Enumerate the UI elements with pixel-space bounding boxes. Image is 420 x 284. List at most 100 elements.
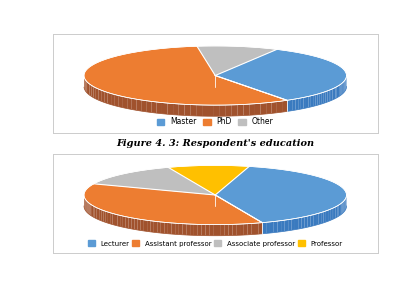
Polygon shape — [323, 211, 326, 223]
Polygon shape — [266, 102, 272, 114]
Polygon shape — [132, 98, 136, 110]
Polygon shape — [298, 98, 301, 110]
Polygon shape — [118, 215, 120, 227]
Polygon shape — [336, 206, 337, 218]
Polygon shape — [98, 208, 100, 220]
Polygon shape — [334, 87, 336, 99]
Polygon shape — [341, 202, 342, 214]
Polygon shape — [86, 200, 87, 212]
Polygon shape — [164, 222, 168, 234]
Polygon shape — [119, 96, 123, 108]
Polygon shape — [291, 219, 295, 230]
Polygon shape — [338, 85, 339, 97]
Polygon shape — [290, 99, 293, 111]
Polygon shape — [274, 221, 278, 233]
Polygon shape — [202, 105, 208, 116]
Polygon shape — [236, 224, 240, 235]
Polygon shape — [321, 212, 323, 224]
Polygon shape — [344, 200, 345, 212]
Polygon shape — [324, 91, 326, 103]
Polygon shape — [344, 80, 345, 92]
Polygon shape — [296, 99, 298, 110]
Polygon shape — [215, 49, 346, 100]
Polygon shape — [115, 214, 118, 226]
Polygon shape — [123, 97, 127, 108]
Polygon shape — [88, 83, 89, 95]
Polygon shape — [313, 214, 316, 226]
Polygon shape — [266, 222, 270, 233]
Polygon shape — [293, 99, 296, 110]
Polygon shape — [345, 79, 346, 91]
Polygon shape — [285, 220, 288, 231]
Polygon shape — [345, 199, 346, 211]
Polygon shape — [217, 225, 221, 236]
Polygon shape — [205, 225, 209, 236]
Polygon shape — [328, 90, 329, 102]
Polygon shape — [311, 95, 313, 107]
Polygon shape — [340, 84, 341, 96]
Polygon shape — [315, 94, 318, 106]
Polygon shape — [102, 210, 104, 222]
Polygon shape — [108, 212, 110, 224]
Polygon shape — [123, 216, 126, 228]
Polygon shape — [208, 105, 214, 116]
Text: Figure 4. 3: Respondent's education: Figure 4. 3: Respondent's education — [116, 139, 314, 148]
Polygon shape — [337, 205, 339, 217]
Polygon shape — [333, 88, 334, 100]
Polygon shape — [101, 90, 104, 103]
Polygon shape — [144, 220, 147, 231]
Polygon shape — [162, 103, 168, 114]
Polygon shape — [197, 46, 277, 76]
Polygon shape — [127, 97, 132, 109]
Polygon shape — [183, 224, 186, 235]
Polygon shape — [104, 211, 106, 222]
Polygon shape — [161, 222, 164, 233]
Polygon shape — [336, 87, 337, 99]
Polygon shape — [168, 223, 171, 234]
Polygon shape — [134, 218, 137, 230]
Polygon shape — [98, 89, 101, 101]
Polygon shape — [151, 101, 157, 113]
Polygon shape — [214, 105, 220, 116]
Polygon shape — [84, 46, 287, 105]
Polygon shape — [298, 217, 302, 229]
Polygon shape — [137, 219, 141, 231]
Polygon shape — [92, 205, 93, 217]
Polygon shape — [249, 104, 255, 115]
Polygon shape — [194, 224, 198, 235]
Polygon shape — [282, 100, 287, 112]
Polygon shape — [341, 83, 342, 95]
Polygon shape — [322, 92, 324, 104]
Polygon shape — [330, 208, 332, 220]
Polygon shape — [270, 222, 274, 233]
Polygon shape — [141, 100, 146, 112]
Polygon shape — [84, 184, 262, 225]
Polygon shape — [221, 225, 225, 236]
Polygon shape — [332, 208, 334, 220]
Polygon shape — [307, 215, 310, 227]
Legend: Lecturer, Assistant professor, Associate professor, Professor: Lecturer, Assistant professor, Associate… — [85, 238, 345, 249]
Polygon shape — [93, 206, 95, 218]
Polygon shape — [329, 89, 331, 101]
Polygon shape — [232, 224, 236, 235]
Polygon shape — [147, 220, 150, 232]
Polygon shape — [316, 213, 319, 225]
Polygon shape — [306, 96, 308, 108]
Polygon shape — [339, 204, 340, 216]
Polygon shape — [126, 217, 129, 228]
Polygon shape — [146, 101, 151, 112]
Polygon shape — [131, 218, 134, 229]
Polygon shape — [120, 216, 123, 227]
Polygon shape — [115, 95, 119, 107]
Polygon shape — [129, 217, 131, 229]
Polygon shape — [288, 219, 291, 231]
Polygon shape — [94, 87, 96, 99]
Polygon shape — [202, 224, 205, 236]
Polygon shape — [110, 213, 113, 225]
Polygon shape — [228, 224, 232, 236]
Polygon shape — [106, 211, 108, 223]
Polygon shape — [251, 223, 255, 235]
Polygon shape — [186, 224, 190, 235]
Polygon shape — [157, 102, 162, 114]
Polygon shape — [318, 93, 320, 105]
